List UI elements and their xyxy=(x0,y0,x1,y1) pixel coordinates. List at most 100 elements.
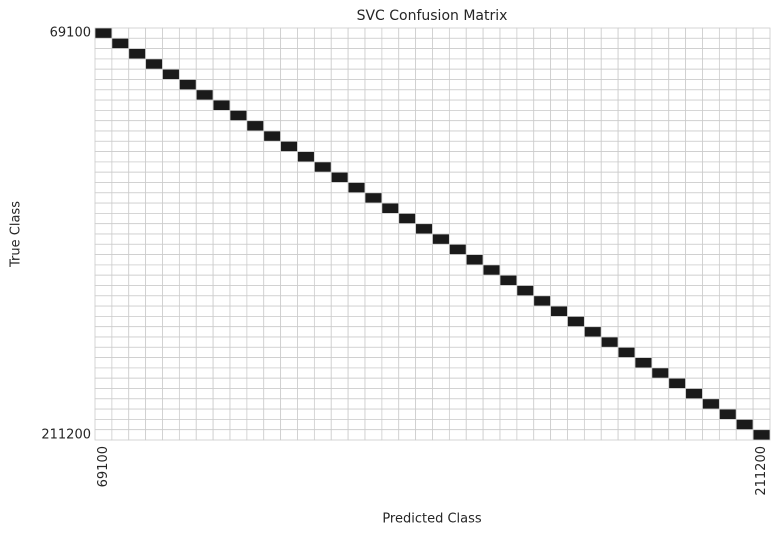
cell xyxy=(111,99,130,111)
cell xyxy=(347,264,366,276)
cell xyxy=(516,336,535,348)
cell xyxy=(398,37,417,49)
cell xyxy=(212,418,231,431)
cell xyxy=(398,388,417,400)
cell xyxy=(94,110,113,122)
cell xyxy=(685,274,703,286)
cell xyxy=(651,357,670,369)
cell xyxy=(178,192,197,204)
cell xyxy=(313,295,332,307)
cell xyxy=(634,326,653,338)
cell xyxy=(415,140,433,153)
cell xyxy=(651,223,670,235)
cell xyxy=(381,58,400,70)
cell xyxy=(499,48,518,60)
cell xyxy=(617,315,636,328)
cell xyxy=(297,182,315,194)
cell xyxy=(600,58,619,70)
cell xyxy=(448,110,467,122)
cell xyxy=(465,295,484,307)
cell xyxy=(145,429,163,441)
cell xyxy=(685,243,703,256)
cell xyxy=(465,418,484,431)
cell xyxy=(330,120,349,132)
cell xyxy=(448,408,467,420)
cell xyxy=(178,367,197,379)
cell xyxy=(752,305,771,317)
cell xyxy=(668,264,687,276)
y-axis-label: True Class xyxy=(9,201,24,268)
cell xyxy=(685,357,703,369)
cell xyxy=(685,151,703,163)
cell xyxy=(516,89,535,101)
cell xyxy=(668,233,687,245)
cell xyxy=(415,418,433,431)
cell xyxy=(381,192,400,204)
cell xyxy=(550,346,568,358)
cell xyxy=(567,99,585,111)
cell xyxy=(432,295,450,307)
cell xyxy=(347,202,366,214)
cell xyxy=(297,99,315,111)
cell xyxy=(229,243,248,256)
cell xyxy=(128,151,147,163)
cell xyxy=(533,89,552,101)
cell xyxy=(398,171,417,183)
cell xyxy=(752,79,771,91)
cell xyxy=(297,408,315,420)
cell xyxy=(195,429,214,441)
cell xyxy=(482,130,501,142)
cell xyxy=(398,99,417,111)
cell xyxy=(634,243,653,256)
cell xyxy=(752,140,771,153)
cell xyxy=(600,120,619,132)
cell xyxy=(297,346,315,358)
cell xyxy=(617,408,636,420)
cell xyxy=(246,274,265,286)
cell xyxy=(651,418,670,431)
cell xyxy=(94,89,113,101)
cell xyxy=(297,37,315,49)
cell xyxy=(263,68,282,80)
cell xyxy=(94,68,113,80)
cell xyxy=(297,243,315,256)
cell xyxy=(195,182,214,194)
cell xyxy=(516,202,535,214)
cell xyxy=(145,408,163,420)
cell xyxy=(263,305,282,317)
cell xyxy=(330,388,349,400)
cell xyxy=(668,285,687,297)
cell xyxy=(685,336,703,348)
cell xyxy=(364,418,383,431)
cell xyxy=(128,140,147,153)
cell xyxy=(94,377,113,389)
cell xyxy=(702,285,720,297)
cell xyxy=(297,377,315,389)
cell xyxy=(499,110,518,122)
cell xyxy=(533,367,552,379)
cell xyxy=(718,233,737,245)
cell xyxy=(415,233,433,245)
cell xyxy=(718,27,737,39)
cell xyxy=(651,233,670,245)
cell xyxy=(600,27,619,39)
cell xyxy=(347,315,366,328)
cell xyxy=(499,79,518,91)
cell xyxy=(398,315,417,328)
cell xyxy=(634,27,653,39)
cell xyxy=(229,151,248,163)
cell xyxy=(617,110,636,122)
cell xyxy=(685,223,703,235)
cell xyxy=(516,285,535,297)
cell xyxy=(432,264,450,276)
cell xyxy=(752,367,771,379)
cell xyxy=(550,398,568,410)
cell xyxy=(263,99,282,111)
cell xyxy=(718,367,737,379)
cell xyxy=(297,429,315,441)
cell xyxy=(600,264,619,276)
cell xyxy=(229,336,248,348)
cell xyxy=(735,408,754,420)
cell xyxy=(583,243,602,256)
cell xyxy=(600,315,619,328)
